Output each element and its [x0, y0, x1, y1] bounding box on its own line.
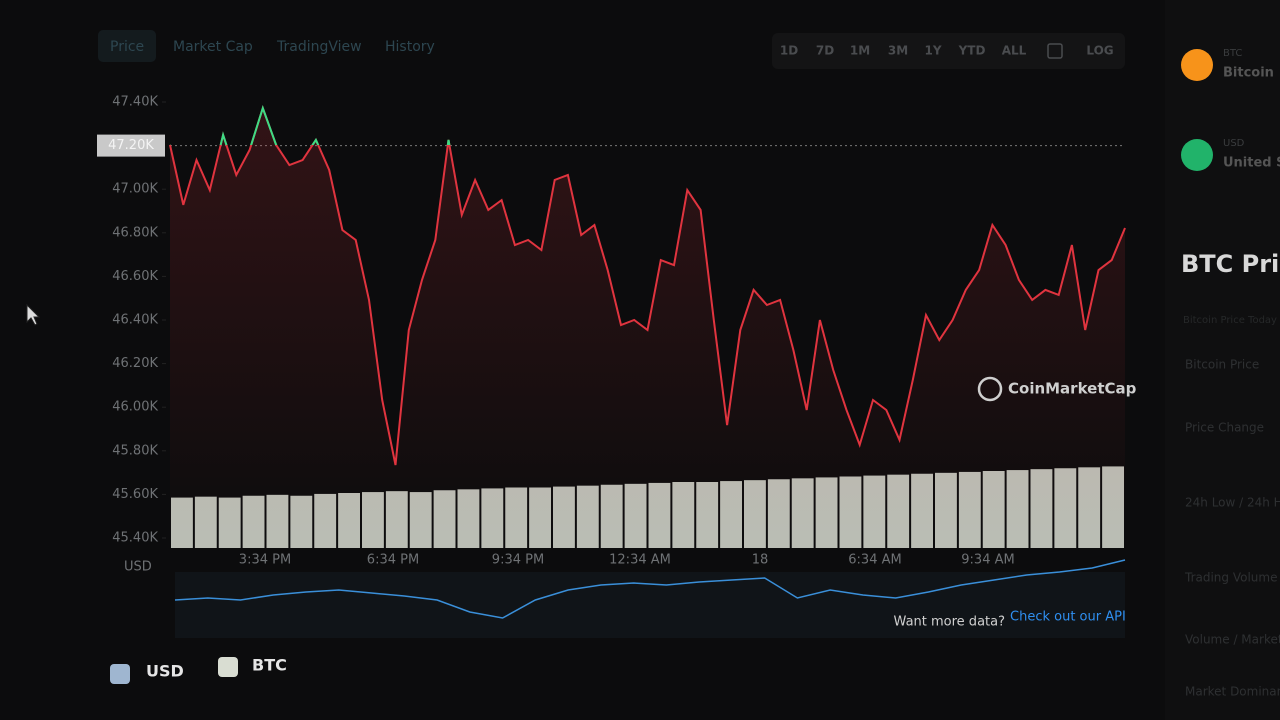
side-subheading: Bitcoin Price Today: [1183, 315, 1277, 326]
side-panel: [1165, 0, 1280, 720]
footer-text: Want more data?: [894, 615, 1005, 630]
range-bar: [772, 33, 1125, 69]
y-tick-label: 45.80K: [112, 443, 158, 458]
asset-symbol: BTC: [1223, 48, 1242, 59]
x-tick-label: 6:34 PM: [367, 553, 419, 568]
legend-label[interactable]: USD: [146, 662, 184, 681]
y-tick-label: 46.80K: [112, 225, 158, 240]
y-tick-label: 46.60K: [112, 269, 158, 284]
range-button[interactable]: LOG: [1086, 44, 1113, 58]
side-heading: BTC Price: [1181, 250, 1280, 278]
tab[interactable]: TradingView: [276, 39, 362, 55]
reference-label: 47.20K: [108, 138, 154, 153]
side-row-label: Volume / Market Cap: [1185, 633, 1280, 647]
tab[interactable]: Market Cap: [173, 39, 253, 55]
legend-swatch: [218, 657, 238, 677]
reference-label-box: [97, 134, 165, 157]
asset-symbol: USD: [1223, 138, 1245, 149]
price-area: [170, 108, 1125, 538]
side-row-label: Trading Volume: [1184, 571, 1277, 585]
range-button[interactable]: 7D: [816, 44, 834, 58]
api-link[interactable]: Check out our API: [1010, 610, 1126, 625]
active-tab: [98, 30, 156, 62]
asset-icon: [1181, 139, 1213, 171]
watermark: CoinMarketCap: [1008, 380, 1137, 398]
navigator-bg: [175, 572, 1125, 638]
range-button[interactable]: YTD: [958, 44, 986, 58]
y-tick-label: 45.40K: [112, 531, 158, 546]
y-tick-label: 46.40K: [112, 313, 158, 328]
range-button[interactable]: 1Y: [924, 44, 941, 58]
range-button[interactable]: ALL: [1002, 44, 1027, 58]
x-tick-label: 3:34 PM: [239, 553, 291, 568]
side-row-label: 24h Low / 24h High: [1185, 496, 1280, 510]
navigator-line: [174, 559, 1126, 619]
x-tick-label: 9:34 AM: [961, 553, 1014, 568]
mouse-cursor: [26, 303, 41, 326]
asset-name: United States Dollar: [1223, 156, 1280, 171]
x-tick-label: 12:34 AM: [609, 553, 671, 568]
x-tick-label: 6:34 AM: [848, 553, 901, 568]
y-tick-label: 46.20K: [112, 356, 158, 371]
x-tick-label: 9:34 PM: [492, 553, 544, 568]
y-tick-label: 46.00K: [112, 400, 158, 415]
y-tick-label: 47.40K: [112, 95, 158, 110]
y-tick-label: 45.60K: [112, 487, 158, 502]
side-row-label: Bitcoin Price: [1185, 358, 1259, 372]
watermark-logo: [977, 376, 1003, 402]
y-unit: USD: [124, 560, 152, 575]
range-button[interactable]: 3M: [888, 44, 908, 58]
y-tick-label: 47.00K: [112, 182, 158, 197]
side-row-label: Price Change: [1185, 421, 1264, 435]
range-button[interactable]: 1M: [850, 44, 870, 58]
legend-swatch: [110, 664, 130, 684]
x-tick-label: 18: [752, 553, 769, 568]
legend-label[interactable]: BTC: [252, 656, 287, 675]
price-line: [169, 104, 1126, 466]
range-button[interactable]: 1D: [780, 44, 798, 58]
asset-name: Bitcoin: [1223, 66, 1274, 81]
asset-icon: [1181, 49, 1213, 81]
tab[interactable]: History: [385, 39, 435, 55]
calendar-icon[interactable]: [1047, 43, 1063, 59]
tab[interactable]: Price: [110, 39, 144, 55]
side-row-label: Market Dominance: [1185, 685, 1280, 699]
